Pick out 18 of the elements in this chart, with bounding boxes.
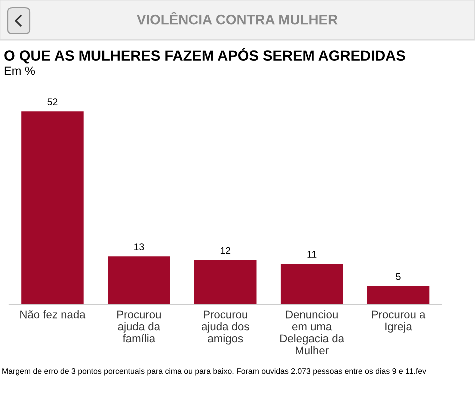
data-label: 12 xyxy=(220,247,231,254)
data-label: 11 xyxy=(308,251,317,258)
x-tick-label: Não fez nada xyxy=(20,310,86,319)
data-label: 52 xyxy=(48,98,58,106)
x-tick-label: Denunciou em uma Delegacia da Mulher xyxy=(280,310,345,355)
chart-subtitle: Em % xyxy=(4,66,36,76)
chart-title: O QUE AS MULHERES FAZEM APÓS SEREM AGREDIDAS xyxy=(4,48,406,64)
data-label: 13 xyxy=(134,244,144,251)
bar xyxy=(367,286,430,305)
x-tick-label: Procurou ajuda dos amigos xyxy=(202,310,250,345)
x-tick-label: Procurou ajuda da família xyxy=(118,310,161,343)
x-tick-label: Procurou a Igreja xyxy=(372,310,426,333)
bar xyxy=(108,256,170,305)
bar xyxy=(194,260,257,305)
data-label: 5 xyxy=(396,273,401,280)
bar xyxy=(22,112,84,305)
text: VIOLÊNCIA CONTRA MULHER xyxy=(137,12,338,25)
bar xyxy=(280,264,344,305)
